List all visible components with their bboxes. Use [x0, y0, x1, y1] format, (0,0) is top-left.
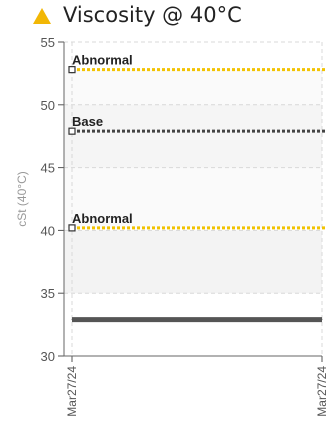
limit-label: Abnormal	[72, 211, 133, 226]
axis-labels: 30 35 40 45 50 55 Mar27/24 Mar27/24 cSt (40°C)	[15, 35, 329, 417]
alternate-band	[64, 230, 322, 294]
series-point	[321, 319, 323, 321]
shaded-bands	[64, 69, 322, 294]
limit-label: Abnormal	[72, 53, 133, 68]
axes	[58, 41, 323, 362]
y-axis-label: cSt (40°C)	[15, 171, 29, 226]
y-tick-label: 50	[41, 98, 55, 113]
y-tick-label: 45	[41, 161, 55, 176]
series-point	[71, 319, 73, 321]
limit-marker	[68, 66, 76, 74]
x-tick-label: Mar27/24	[315, 366, 329, 417]
limit-label: Base	[72, 114, 103, 129]
y-tick-label: 35	[41, 286, 55, 301]
chart-title: Viscosity @ 40°C	[63, 3, 242, 27]
limit-band	[64, 69, 322, 228]
limit-marker	[68, 127, 76, 135]
limit-lines: Abnormal Base Abnormal	[68, 53, 326, 232]
warning-triangle-icon	[33, 8, 51, 24]
y-tick-label: 30	[41, 349, 55, 364]
y-tick-label: 55	[41, 35, 55, 50]
limit-marker	[68, 224, 76, 232]
grid-lines	[64, 41, 323, 357]
y-tick-label: 40	[41, 223, 55, 238]
x-tick-label: Mar27/24	[65, 366, 79, 417]
chart-header: Viscosity @ 40°C	[0, 0, 329, 32]
data-series	[71, 317, 323, 323]
